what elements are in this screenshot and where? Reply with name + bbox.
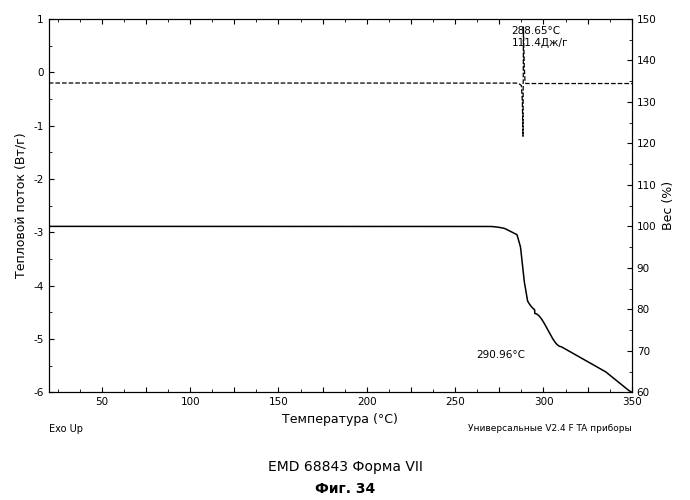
Text: Exo Up: Exo Up xyxy=(49,424,83,434)
Text: EMD 68843 Форма VII: EMD 68843 Форма VII xyxy=(268,460,422,474)
Text: Универсальные V2.4 F TA приборы: Универсальные V2.4 F TA приборы xyxy=(469,424,632,433)
Text: 290.96°C: 290.96°C xyxy=(476,350,525,360)
X-axis label: Температура (°C): Температура (°C) xyxy=(282,412,398,426)
Text: Фиг. 34: Фиг. 34 xyxy=(315,482,375,496)
Y-axis label: Тепловой поток (Вт/г): Тепловой поток (Вт/г) xyxy=(15,133,28,278)
Y-axis label: Вес (%): Вес (%) xyxy=(662,181,675,230)
Text: 288.65°C: 288.65°C xyxy=(512,26,561,36)
Text: 111.4Дж/г: 111.4Дж/г xyxy=(512,38,568,48)
